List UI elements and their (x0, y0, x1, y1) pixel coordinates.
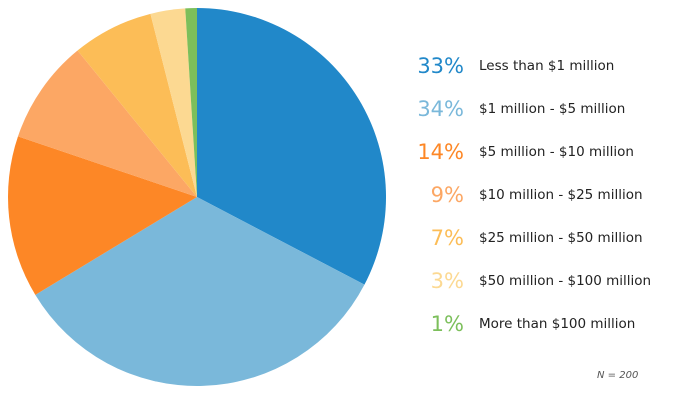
legend-percent: 1% (430, 312, 464, 336)
legend-percent: 33% (417, 54, 464, 78)
pie-slice-6 (150, 8, 197, 198)
legend-label: $5 million - $10 million (479, 144, 634, 160)
legend-item: 9% $10 million - $25 million (398, 174, 670, 217)
legend-percent: 3% (430, 269, 464, 293)
legend-label: Less than $1 million (479, 58, 615, 74)
pie-slice-7 (185, 8, 197, 197)
pie-chart (8, 8, 387, 386)
legend-percent: 34% (417, 97, 464, 121)
legend-label: $50 million - $100 million (479, 273, 652, 289)
pie-slice-3 (8, 136, 198, 295)
pie-slice-4 (17, 50, 197, 197)
legend-percent: 7% (430, 226, 464, 250)
legend-label: $25 million - $50 million (479, 230, 643, 246)
pie-slice-5 (77, 13, 197, 197)
sample-size-note: N = 200 (597, 370, 639, 381)
legend-item: 33% Less than $1 million (398, 45, 670, 88)
legend-percent: 14% (417, 140, 464, 164)
legend-item: 34% $1 million - $5 million (398, 88, 670, 131)
legend-item: 14% $5 million - $10 million (398, 131, 670, 174)
legend-item: 7% $25 million - $50 million (398, 217, 670, 260)
legend-label: $10 million - $25 million (479, 187, 643, 203)
legend-item: 1% More than $100 million (398, 303, 670, 346)
pie-slice-2 (35, 197, 365, 386)
legend-label: $1 million - $5 million (479, 101, 626, 117)
pie-slice-1 (197, 8, 387, 285)
legend-label: More than $100 million (479, 316, 636, 332)
legend: 33% Less than $1 million 34% $1 million … (398, 45, 670, 346)
legend-item: 3% $50 million - $100 million (398, 260, 670, 303)
legend-percent: 9% (430, 183, 464, 207)
